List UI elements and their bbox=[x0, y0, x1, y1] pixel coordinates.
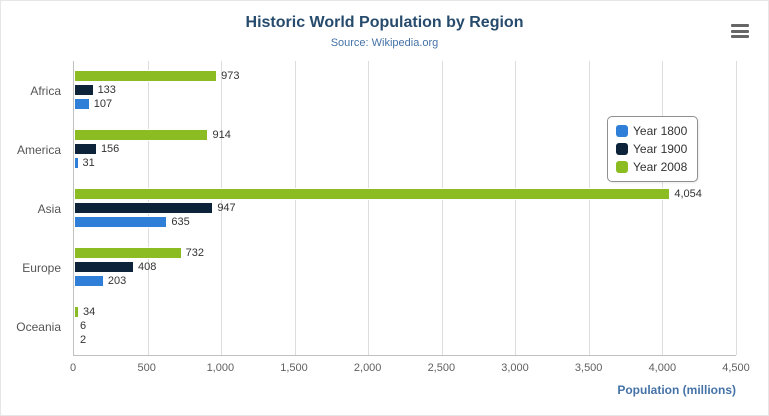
legend-label: Year 1800 bbox=[633, 124, 688, 138]
data-label: 973 bbox=[221, 70, 240, 83]
category-row: 4,054 947 635 bbox=[74, 179, 736, 238]
data-label: 947 bbox=[217, 201, 236, 214]
bar-europe-year-1900[interactable] bbox=[74, 260, 135, 273]
bar-africa-year-2008[interactable] bbox=[74, 70, 218, 83]
y-axis-category-labels: Africa America Asia Europe Oceania bbox=[1, 61, 67, 356]
legend-marker bbox=[616, 161, 628, 173]
bar-america-year-2008[interactable] bbox=[74, 129, 209, 142]
bar-row: 914 bbox=[74, 129, 736, 142]
x-axis-tick-label: 500 bbox=[137, 362, 156, 374]
bar-row: 6 bbox=[74, 319, 736, 332]
bar-row: 635 bbox=[74, 215, 736, 228]
bar-row: 973 bbox=[74, 70, 736, 83]
bar-row: 732 bbox=[74, 246, 736, 259]
category-row: 732 408 203 bbox=[74, 237, 736, 296]
legend-label: Year 2008 bbox=[633, 160, 688, 174]
data-label: 6 bbox=[80, 319, 87, 332]
chart-subtitle: Source: Wikipedia.org bbox=[330, 37, 439, 49]
x-axis-tick-label: 4,500 bbox=[722, 362, 750, 374]
data-label: 4,054 bbox=[674, 187, 702, 200]
bar-row: 4,054 bbox=[74, 187, 736, 200]
data-label: 408 bbox=[138, 260, 157, 273]
category-label-africa: Africa bbox=[30, 83, 61, 98]
bar-oceania-year-1900[interactable] bbox=[74, 319, 76, 332]
chart-title: Historic World Population by Region bbox=[245, 14, 524, 31]
bar-row: 408 bbox=[74, 260, 736, 273]
hamburger-icon bbox=[731, 29, 749, 33]
legend-item-year-2008[interactable]: Year 2008 bbox=[616, 160, 687, 174]
bar-asia-year-2008[interactable] bbox=[74, 187, 671, 200]
category-row: 973 133 107 bbox=[74, 61, 736, 120]
plot-area: 973 133 107 914 156 31 4,054 947 635 732 408 203 34 6… bbox=[73, 61, 737, 356]
data-label: 107 bbox=[93, 98, 113, 111]
bar-oceania-year-2008[interactable] bbox=[74, 305, 79, 318]
data-label: 2 bbox=[80, 333, 87, 346]
x-axis-tick-label: 3,500 bbox=[574, 362, 603, 374]
bar-row: 2 bbox=[74, 333, 736, 346]
bar-row: 156 bbox=[74, 143, 736, 156]
x-axis-tick-label: 1,000 bbox=[206, 362, 235, 374]
x-axis-tick-label: 4,000 bbox=[648, 362, 677, 374]
gridline bbox=[515, 61, 517, 355]
bar-africa-year-1800[interactable] bbox=[74, 98, 90, 111]
hamburger-icon bbox=[731, 24, 749, 27]
data-label: 133 bbox=[97, 84, 116, 97]
legend-item-year-1900[interactable]: Year 1900 bbox=[616, 142, 687, 156]
gridline bbox=[221, 61, 223, 355]
bar-europe-year-2008[interactable] bbox=[74, 246, 182, 259]
gridline bbox=[588, 61, 590, 355]
gridline bbox=[368, 61, 370, 355]
category-label-oceania: Oceania bbox=[16, 319, 61, 334]
data-label: 31 bbox=[82, 157, 95, 170]
bar-row: 203 bbox=[74, 274, 736, 287]
bar-america-year-1800[interactable] bbox=[74, 157, 79, 170]
x-axis-title: Population (millions) bbox=[617, 383, 736, 397]
category-row: 34 6 2 bbox=[74, 296, 736, 355]
x-axis-tick-label: 0 bbox=[69, 362, 77, 374]
bar-row: 947 bbox=[74, 201, 736, 214]
x-axis-tick-label: 2,000 bbox=[353, 362, 382, 374]
data-label: 34 bbox=[83, 305, 96, 318]
data-label: 635 bbox=[171, 215, 190, 228]
legend-item-year-1800[interactable]: Year 1800 bbox=[616, 124, 687, 138]
data-label: 732 bbox=[185, 246, 205, 259]
data-label: 203 bbox=[107, 274, 127, 287]
category-row: 914 156 31 bbox=[74, 120, 736, 179]
bar-row: 133 bbox=[74, 84, 736, 97]
bar-row: 107 bbox=[74, 98, 736, 111]
legend-label: Year 1900 bbox=[633, 142, 688, 156]
bar-europe-year-1800[interactable] bbox=[74, 274, 104, 287]
data-label: 914 bbox=[212, 129, 231, 142]
gridline bbox=[294, 61, 296, 355]
x-axis-labels: 0 500 1,000 1,500 2,000 2,500 3,000 3,500 4,000 4… bbox=[69, 362, 750, 376]
bar-america-year-1900[interactable] bbox=[74, 143, 97, 156]
category-label-asia: Asia bbox=[37, 201, 61, 216]
bar-asia-year-1800[interactable] bbox=[74, 215, 168, 228]
x-axis-tick-label: 2,500 bbox=[427, 362, 456, 374]
category-label-europe: Europe bbox=[22, 260, 61, 275]
x-axis-tick-label: 1,500 bbox=[280, 362, 308, 374]
data-label: 156 bbox=[100, 143, 120, 156]
bar-row: 31 bbox=[74, 157, 736, 170]
x-axis-tick-label: 3,000 bbox=[501, 362, 529, 374]
gridline bbox=[736, 61, 737, 355]
legend: Year 1800 Year 1900 Year 2008 bbox=[607, 116, 699, 182]
hamburger-icon bbox=[731, 35, 749, 38]
bar-row: 34 bbox=[74, 305, 736, 318]
legend-marker bbox=[616, 125, 628, 137]
gridline bbox=[441, 61, 443, 355]
category-label-america: America bbox=[16, 142, 61, 157]
bar-africa-year-1900[interactable] bbox=[74, 84, 94, 97]
bar-asia-year-1900[interactable] bbox=[74, 201, 214, 214]
legend-marker bbox=[616, 143, 628, 155]
chart-menu-button[interactable] bbox=[730, 23, 750, 39]
bar-oceania-year-1800[interactable] bbox=[74, 333, 76, 346]
gridline bbox=[662, 61, 664, 355]
